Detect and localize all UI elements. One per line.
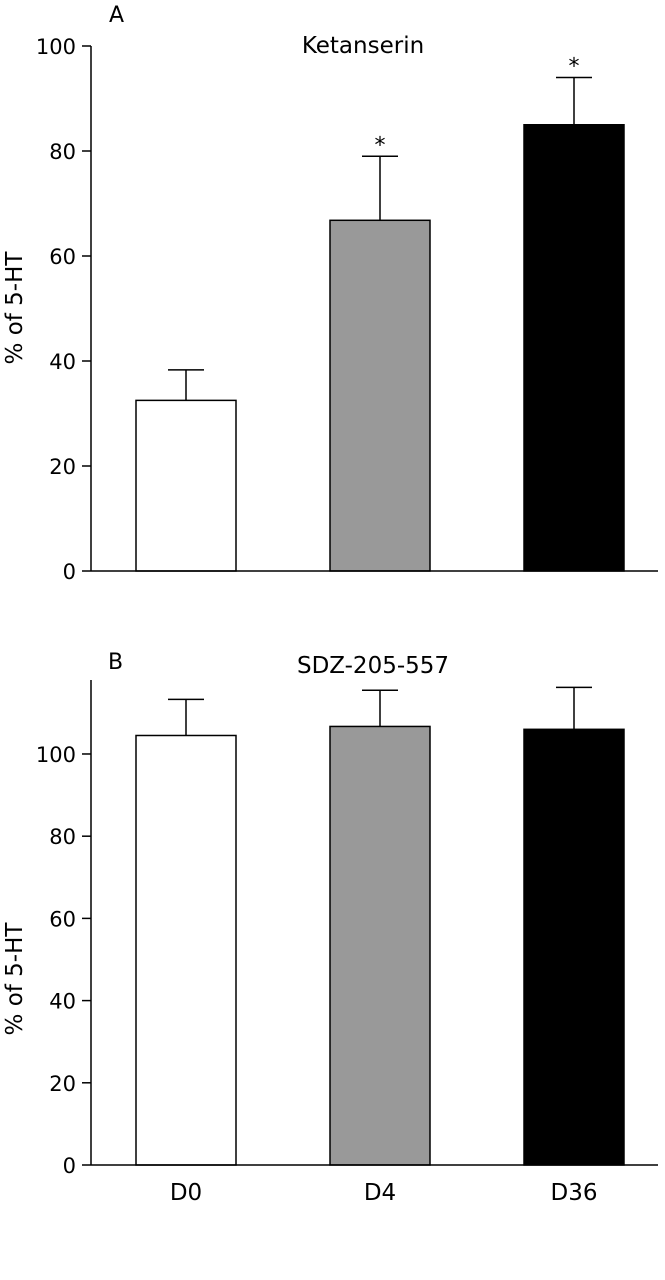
y-axis-title: % of 5-HT [2, 922, 28, 1036]
bar [135, 399, 237, 572]
panel-letter: A [109, 3, 124, 28]
y-tick-label: 40 [49, 350, 76, 374]
chart-title: SDZ-205-557 [297, 653, 449, 679]
bar [523, 124, 625, 572]
y-tick-label: 100 [36, 743, 76, 767]
y-tick-label: 60 [49, 245, 76, 269]
y-tick-label: 60 [49, 907, 76, 931]
chart-title: Ketanserin [302, 33, 424, 59]
y-tick-label: 20 [49, 455, 76, 479]
x-tick-label: D36 [551, 1180, 598, 1206]
significance-marker: * [569, 55, 580, 80]
x-tick-label: D0 [170, 1180, 202, 1206]
y-tick-label: 80 [49, 140, 76, 164]
x-tick-label: D4 [364, 1180, 396, 1206]
panel-a: A Ketanserin % of 5-HT 0 20 40 60 80 100 * * [2, 3, 658, 584]
bar [135, 734, 237, 1166]
y-tick-label: 0 [63, 560, 76, 584]
y-tick-label: 0 [63, 1154, 76, 1178]
bar [329, 725, 431, 1166]
bar [523, 728, 625, 1166]
bar [329, 219, 431, 572]
y-tick-label: 100 [36, 35, 76, 59]
panel-letter: B [108, 650, 123, 675]
significance-marker: * [375, 133, 386, 158]
y-axis-title: % of 5-HT [2, 251, 28, 365]
y-tick-label: 40 [49, 990, 76, 1014]
y-tick-label: 80 [49, 825, 76, 849]
y-tick-label: 20 [49, 1072, 76, 1096]
panel-b: B SDZ-205-557 % of 5-HT 0 20 40 60 80 100 D0 D4… [2, 650, 658, 1206]
